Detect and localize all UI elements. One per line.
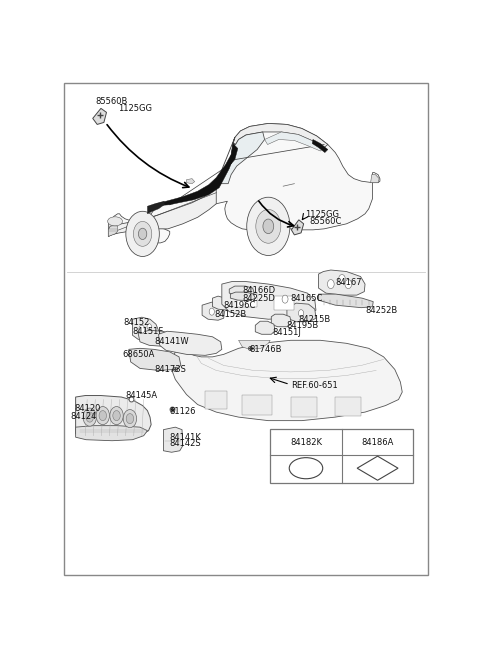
Text: 84252B: 84252B xyxy=(365,306,397,315)
Polygon shape xyxy=(76,396,151,439)
Polygon shape xyxy=(229,143,238,166)
Polygon shape xyxy=(163,427,183,452)
Text: 81126: 81126 xyxy=(170,407,196,416)
Polygon shape xyxy=(230,292,255,301)
Polygon shape xyxy=(186,179,195,184)
Circle shape xyxy=(138,228,147,239)
Text: 68650A: 68650A xyxy=(122,350,155,359)
Text: 84182K: 84182K xyxy=(290,437,322,447)
Polygon shape xyxy=(239,340,270,349)
Bar xyxy=(242,394,272,415)
Polygon shape xyxy=(132,318,160,340)
Circle shape xyxy=(113,411,120,421)
Circle shape xyxy=(86,412,94,422)
FancyBboxPatch shape xyxy=(270,429,413,483)
Polygon shape xyxy=(312,140,328,153)
Polygon shape xyxy=(371,175,379,183)
Text: 84124: 84124 xyxy=(71,411,97,421)
Text: 1125GG: 1125GG xyxy=(305,210,339,219)
Text: 81746B: 81746B xyxy=(250,345,282,354)
Polygon shape xyxy=(255,321,275,334)
Text: 84225D: 84225D xyxy=(242,293,275,303)
Circle shape xyxy=(247,197,290,256)
Text: 84120: 84120 xyxy=(74,404,100,413)
Text: 84145A: 84145A xyxy=(125,391,157,400)
Circle shape xyxy=(243,294,249,302)
Polygon shape xyxy=(147,201,164,214)
Circle shape xyxy=(282,295,288,303)
Text: 84151F: 84151F xyxy=(132,327,164,336)
Polygon shape xyxy=(108,123,380,243)
Text: 84167: 84167 xyxy=(335,278,362,287)
Circle shape xyxy=(209,308,215,315)
Polygon shape xyxy=(93,108,107,125)
Polygon shape xyxy=(138,331,179,347)
Text: 1125GG: 1125GG xyxy=(118,104,152,113)
Text: 84151J: 84151J xyxy=(272,328,301,337)
Text: 84141K: 84141K xyxy=(170,433,202,441)
Circle shape xyxy=(327,280,334,289)
Polygon shape xyxy=(216,132,264,184)
Ellipse shape xyxy=(108,217,122,226)
Polygon shape xyxy=(233,123,328,147)
Circle shape xyxy=(126,413,133,424)
Polygon shape xyxy=(108,225,118,237)
Polygon shape xyxy=(108,184,216,237)
Circle shape xyxy=(133,222,152,246)
Text: 84195B: 84195B xyxy=(286,321,318,331)
Text: 84215B: 84215B xyxy=(298,315,330,324)
Circle shape xyxy=(110,407,123,424)
Text: 84152: 84152 xyxy=(123,318,150,327)
Circle shape xyxy=(256,209,281,243)
Polygon shape xyxy=(271,314,291,327)
Polygon shape xyxy=(222,282,316,319)
Circle shape xyxy=(83,408,96,426)
Polygon shape xyxy=(319,270,365,295)
Polygon shape xyxy=(76,426,147,441)
Polygon shape xyxy=(319,294,373,308)
Text: 84152B: 84152B xyxy=(215,310,247,319)
Polygon shape xyxy=(213,296,232,310)
Polygon shape xyxy=(264,132,324,151)
Text: 84165C: 84165C xyxy=(290,293,323,303)
Polygon shape xyxy=(202,302,225,320)
Polygon shape xyxy=(129,348,181,370)
Ellipse shape xyxy=(289,458,323,479)
Bar xyxy=(290,397,317,417)
Polygon shape xyxy=(170,340,402,421)
Bar xyxy=(335,396,361,415)
Circle shape xyxy=(345,280,352,289)
Circle shape xyxy=(126,211,159,256)
Circle shape xyxy=(147,324,152,330)
Circle shape xyxy=(123,409,137,428)
Bar xyxy=(274,296,294,310)
Circle shape xyxy=(96,407,109,424)
Polygon shape xyxy=(357,456,398,481)
Circle shape xyxy=(139,325,145,333)
Polygon shape xyxy=(291,220,304,235)
Circle shape xyxy=(263,219,274,233)
Polygon shape xyxy=(149,154,234,206)
Bar xyxy=(205,391,228,409)
Text: 84142S: 84142S xyxy=(170,439,202,448)
Text: 84141W: 84141W xyxy=(155,337,190,346)
Polygon shape xyxy=(229,286,254,296)
Circle shape xyxy=(99,411,107,421)
Circle shape xyxy=(338,274,345,284)
Bar xyxy=(237,293,257,306)
Text: REF.60-651: REF.60-651 xyxy=(290,381,337,390)
Text: 84173S: 84173S xyxy=(154,365,186,374)
Text: 84166D: 84166D xyxy=(242,286,276,295)
Text: 85560B: 85560B xyxy=(96,97,128,106)
Circle shape xyxy=(299,310,304,317)
Text: 85560C: 85560C xyxy=(309,217,342,226)
Text: 84196C: 84196C xyxy=(224,301,256,310)
Text: 84186A: 84186A xyxy=(361,437,394,447)
Polygon shape xyxy=(287,303,316,321)
Polygon shape xyxy=(158,331,222,355)
